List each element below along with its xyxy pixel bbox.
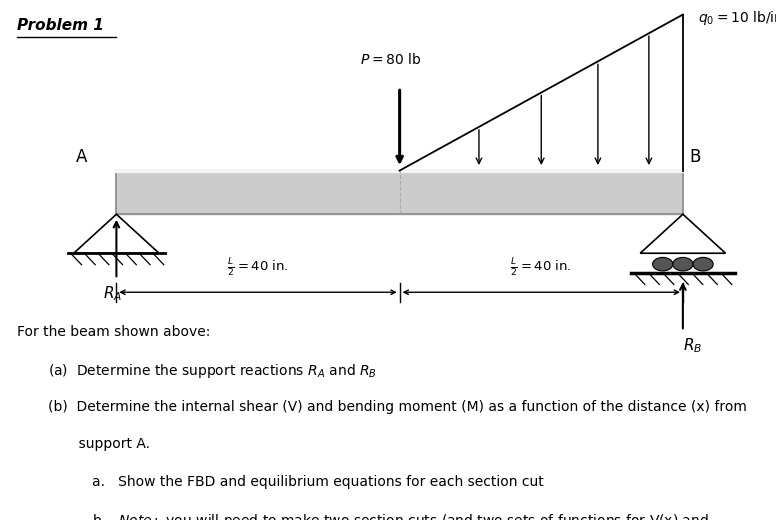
Text: $\frac{L}{2} = 40$ in.: $\frac{L}{2} = 40$ in. — [511, 257, 572, 279]
Text: $R_A$: $R_A$ — [103, 284, 122, 303]
Text: $\frac{L}{2} = 40$ in.: $\frac{L}{2} = 40$ in. — [227, 257, 289, 279]
Text: B: B — [689, 148, 701, 166]
Text: Problem 1: Problem 1 — [17, 18, 104, 33]
Polygon shape — [116, 171, 683, 214]
Polygon shape — [640, 214, 726, 253]
Text: b.   $\mathit{Note:}$ you will need to make two section cuts (and two sets of fu: b. $\mathit{Note:}$ you will need to mak… — [92, 512, 708, 520]
Text: (a)  Determine the support reactions $R_A$ and $R_B$: (a) Determine the support reactions $R_A… — [48, 362, 377, 381]
Polygon shape — [74, 214, 159, 253]
Text: A: A — [75, 148, 87, 166]
Text: (b)  Determine the internal shear (V) and bending moment (M) as a function of th: (b) Determine the internal shear (V) and… — [48, 400, 747, 414]
Text: $R_B$: $R_B$ — [683, 336, 702, 355]
Circle shape — [653, 257, 673, 271]
Text: a.   Show the FBD and equilibrium equations for each section cut: a. Show the FBD and equilibrium equation… — [92, 475, 543, 489]
Circle shape — [693, 257, 713, 271]
Circle shape — [673, 257, 693, 271]
Text: For the beam shown above:: For the beam shown above: — [17, 325, 210, 339]
Text: support A.: support A. — [48, 437, 150, 451]
Text: $q_0 = 10$ lb/in.: $q_0 = 10$ lb/in. — [698, 9, 776, 28]
Text: $P = 80$ lb: $P = 80$ lb — [359, 51, 421, 67]
